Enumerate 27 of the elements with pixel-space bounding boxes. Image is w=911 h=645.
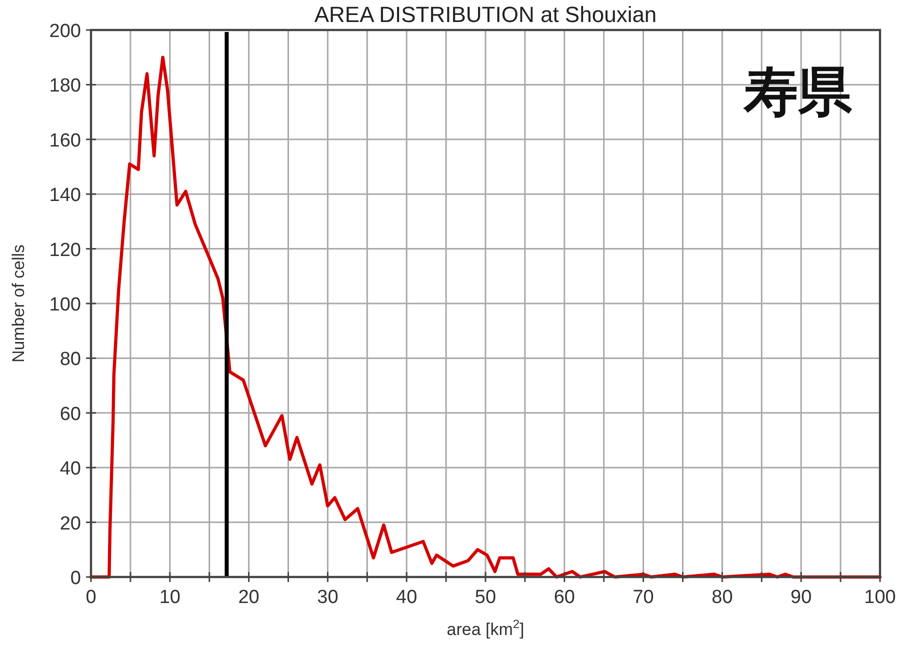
x-tick-label: 0 <box>86 587 96 608</box>
y-tick-label: 180 <box>49 76 81 97</box>
y-tick-label: 100 <box>49 294 81 316</box>
x-tick-label: 70 <box>632 587 654 608</box>
y-tick-label: 120 <box>49 240 81 261</box>
y-tick-label: 40 <box>60 458 81 480</box>
y-tick-label: 140 <box>49 185 81 206</box>
x-tick-label: 30 <box>317 587 338 608</box>
x-tick-label: 10 <box>159 587 180 608</box>
y-tick-label: 20 <box>60 513 81 534</box>
y-tick-label: 200 <box>49 21 81 42</box>
y-tick-label: 60 <box>60 404 81 425</box>
y-tick-label: 80 <box>60 349 81 370</box>
chart-title: AREA DISTRIBUTION at Shouxian <box>314 2 657 27</box>
x-tick-label: 40 <box>396 587 418 608</box>
x-tick-label: 80 <box>712 587 733 608</box>
line-series <box>89 56 882 579</box>
x-axis-title: area [km$^{2}$] <box>446 617 524 639</box>
x-tick-label: 60 <box>554 587 575 608</box>
x-tick-label: 20 <box>238 587 260 608</box>
x-tick-label: 90 <box>790 587 812 608</box>
annotation: 寿県 <box>743 62 853 122</box>
y-tick-label: 160 <box>49 130 81 152</box>
x-tick-label: 100 <box>864 587 896 608</box>
y-axis-title: Number of cells <box>9 244 28 363</box>
y-tick-label: 0 <box>70 568 81 589</box>
x-tick-label: 50 <box>474 587 496 608</box>
